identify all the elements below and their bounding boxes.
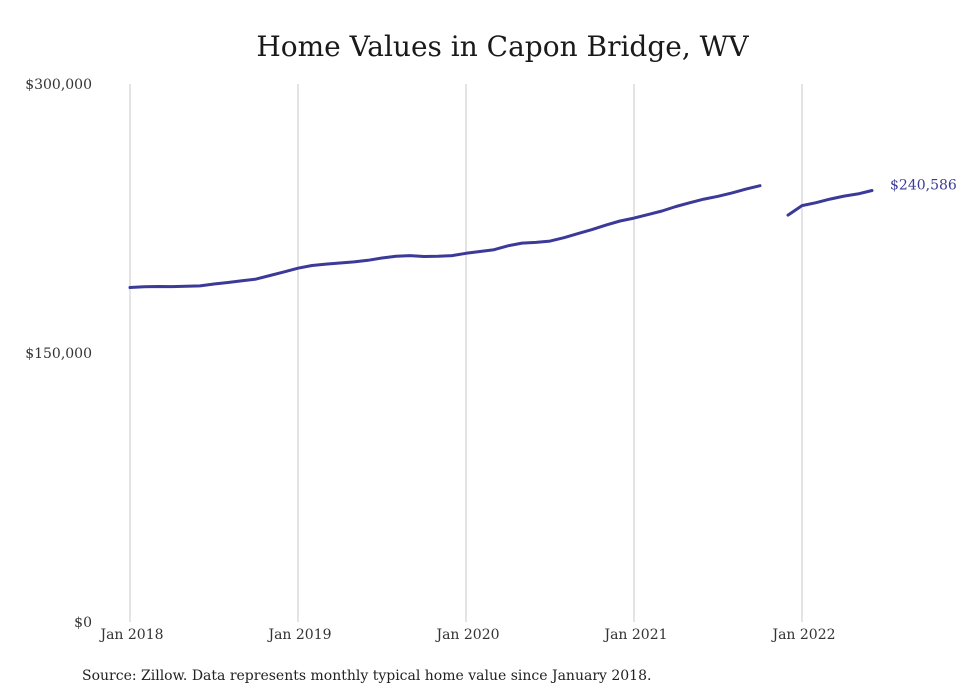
x-tick-label: Jan 2020 — [434, 627, 499, 643]
y-tick-label: $300,000 — [25, 77, 92, 93]
grid-lines — [129, 84, 803, 622]
series-line — [128, 184, 762, 289]
x-axis-ticks: Jan 2018 Jan 2019 Jan 2020 Jan 2021 Jan 2022 — [98, 627, 835, 643]
y-tick-label: $150,000 — [25, 346, 92, 362]
series-lines — [128, 184, 874, 289]
y-axis-ticks: $0 $150,000 $300,000 — [25, 77, 92, 631]
x-tick-label: Jan 2021 — [602, 627, 667, 643]
x-tick-label: Jan 2019 — [266, 627, 331, 643]
source-note: Source: Zillow. Data represents monthly … — [82, 668, 652, 684]
x-tick-label: Jan 2022 — [770, 627, 835, 643]
end-value-label: $240,586 — [890, 178, 957, 194]
y-tick-label: $0 — [74, 615, 92, 631]
series-line — [786, 189, 874, 217]
x-tick-label: Jan 2018 — [98, 627, 163, 643]
chart-title: Home Values in Capon Bridge, WV — [256, 30, 749, 63]
